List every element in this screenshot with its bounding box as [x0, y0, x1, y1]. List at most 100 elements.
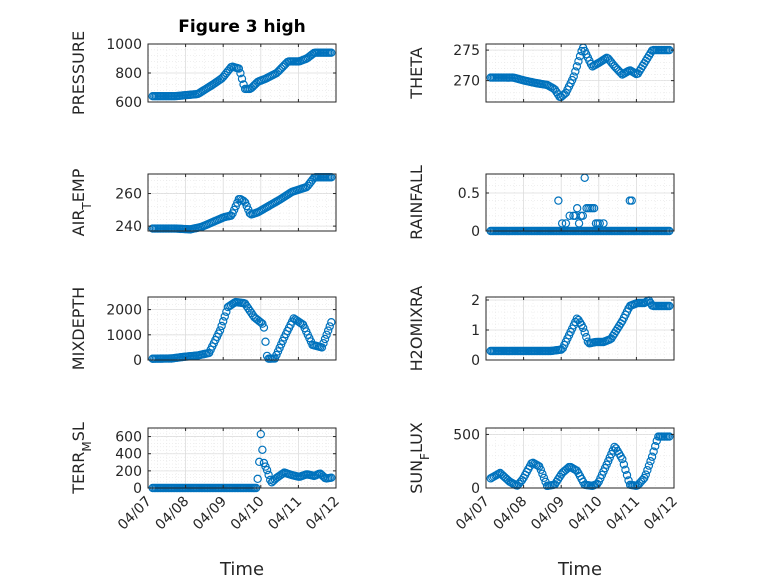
data-point [578, 323, 588, 333]
data-point [618, 454, 627, 464]
subplot-2: 270 275 THETA [407, 43, 675, 103]
data-point [649, 447, 658, 456]
x-tick-label: 04/12 [641, 494, 681, 534]
y-axis-label: TERRMSL [69, 422, 94, 495]
y-axis: 00.5 [458, 186, 674, 240]
axes-box [485, 427, 675, 489]
y-tick-label: 600 [115, 430, 142, 446]
y-tick-label: 1000 [106, 37, 142, 53]
x-tick-label: 04/10 [228, 494, 268, 534]
y-axis: 240 260 [115, 187, 336, 235]
y-tick-label: 0 [471, 224, 480, 240]
x-tick-label: 04/11 [603, 494, 643, 534]
axes-box [485, 173, 675, 232]
grid [147, 428, 337, 489]
data-point [643, 465, 652, 475]
y-axis-label: H2OMIXRA [407, 286, 426, 372]
x-tick-label: 04/09 [190, 494, 230, 534]
y-tick-label: 500 [453, 427, 480, 443]
y-tick-label: 0 [133, 481, 142, 497]
data-point [619, 460, 629, 469]
x-axis [485, 174, 675, 231]
y-tick-label: 1 [471, 323, 480, 339]
data-point [319, 339, 328, 348]
data-points [486, 43, 674, 102]
y-axis: 0 1 2 [471, 293, 674, 369]
data-point [217, 321, 226, 331]
data-point [580, 328, 589, 337]
y-tick-label: 0 [471, 353, 480, 369]
data-point [261, 337, 270, 346]
x-tick-label: 04/09 [528, 494, 568, 534]
y-axis-label: THETA [407, 47, 426, 99]
data-point [561, 219, 571, 228]
data-point [322, 330, 331, 339]
x-tick-label: 04/07 [115, 494, 155, 534]
y-axis: 600 800 1000 [106, 37, 336, 111]
y-axis-label: PRESSURE [69, 31, 88, 115]
data-point [494, 469, 503, 479]
data-point [665, 301, 674, 311]
x-tick-label: 04/07 [453, 494, 493, 534]
data-point [327, 48, 336, 57]
y-axis: 270 275 [453, 43, 674, 90]
y-tick-label: 800 [115, 66, 142, 82]
y-axis-label: RAINFALL [407, 165, 426, 240]
x-tick-label: 04/08 [153, 494, 193, 534]
data-point [234, 64, 244, 73]
data-point [258, 319, 267, 328]
data-point [259, 323, 269, 332]
y-tick-label: 2 [471, 293, 480, 309]
data-point [220, 312, 229, 321]
data-point [574, 57, 583, 66]
data-point [262, 465, 272, 475]
y-tick-label: 270 [453, 74, 480, 90]
data-point [644, 461, 654, 470]
data-point [589, 203, 599, 213]
data-point [264, 470, 273, 480]
data-point [327, 473, 336, 482]
data-point [627, 196, 636, 205]
axes-box [485, 43, 675, 103]
data-point [255, 457, 264, 467]
x-axis [485, 297, 675, 360]
data-points [486, 296, 674, 356]
data-point [599, 219, 608, 228]
data-point [622, 470, 632, 480]
y-tick-label: 275 [453, 43, 480, 59]
axes-box [147, 427, 337, 489]
data-point [237, 74, 247, 84]
y-axis: 0 1000 2000 [106, 303, 336, 369]
data-point [253, 474, 262, 484]
y-tick-label: 0.5 [458, 186, 480, 202]
data-point [557, 219, 567, 228]
axes-box [147, 296, 337, 361]
subplot-1: 600 800 1000 PRESSURE Figure 3 high [69, 17, 337, 115]
x-axis [147, 44, 337, 102]
y-axis-label: MIXDEPTH [69, 287, 88, 370]
data-point [565, 211, 574, 220]
y-tick-label: 240 [115, 219, 142, 235]
data-point [554, 196, 563, 205]
data-points [148, 297, 336, 363]
x-axis-label: Time [219, 559, 264, 580]
data-points [148, 48, 336, 101]
data-point [647, 452, 657, 461]
y-tick-label: 400 [115, 447, 142, 463]
subplot-3: 240 260 AIRTEMP [69, 168, 337, 236]
subplot-7: 020040060004/0704/0804/0904/1004/1104/12… [69, 422, 343, 580]
data-point [320, 334, 330, 344]
data-point [218, 317, 228, 326]
data-point [572, 203, 582, 213]
data-points [148, 173, 336, 234]
y-tick-label: 260 [115, 187, 142, 203]
chart-title: Figure 3 high [178, 17, 306, 37]
data-point [651, 442, 660, 451]
y-axis-label: SUNFLUX [407, 422, 432, 494]
x-axis [485, 44, 675, 102]
data-point [621, 465, 630, 474]
data-points [486, 432, 674, 491]
y-tick-label: 0 [471, 481, 480, 497]
x-axis [147, 297, 337, 360]
